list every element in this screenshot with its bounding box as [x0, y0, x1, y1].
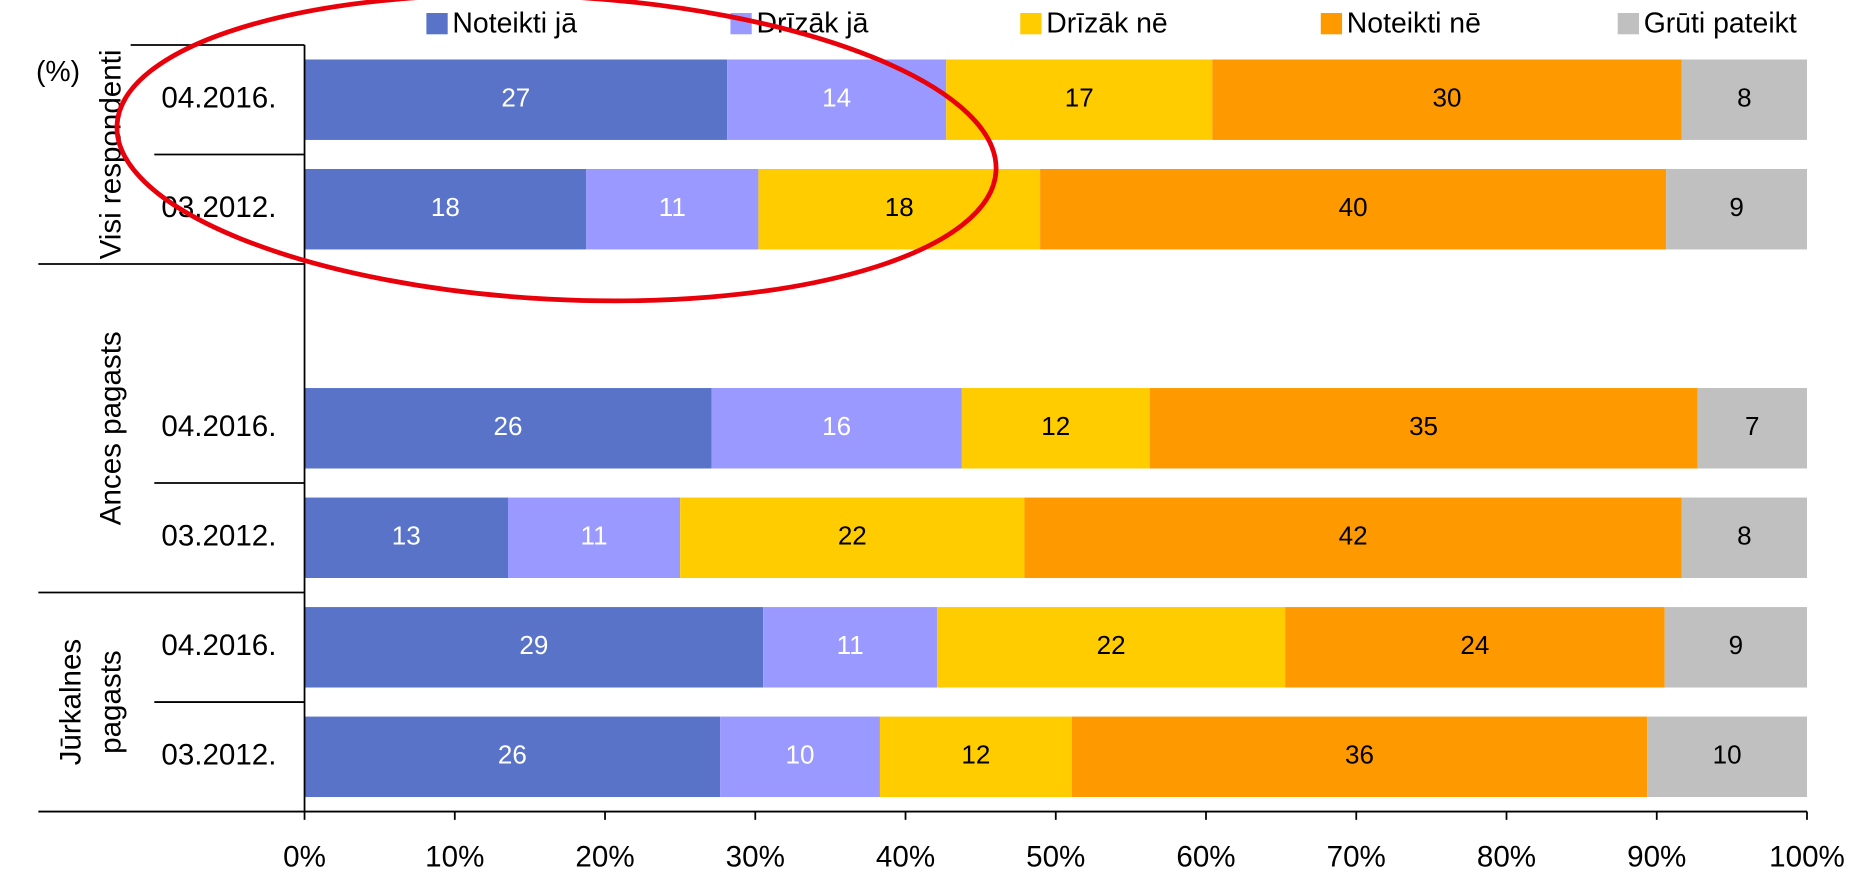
data-label: 12 [961, 740, 990, 770]
x-tick-label: 60% [1176, 841, 1235, 874]
category-label: 04.2016. [161, 629, 276, 662]
bar-segment [1149, 388, 1698, 469]
legend-label: Drīzāk nē [1046, 7, 1167, 39]
x-tick-label: 30% [726, 841, 785, 874]
bar-segment [1285, 607, 1665, 688]
data-label: 14 [822, 83, 851, 113]
data-label: 16 [822, 411, 851, 441]
bar-segment [586, 169, 759, 250]
data-label: 13 [392, 521, 421, 551]
x-tick-label: 20% [575, 841, 634, 874]
group-label: Ances pagasts [95, 331, 128, 525]
data-label: 18 [431, 192, 460, 222]
x-tick-label: 50% [1026, 841, 1085, 874]
x-tick-label: 70% [1327, 841, 1386, 874]
bar-segment [946, 59, 1213, 140]
bar-segment [1666, 169, 1807, 250]
group-label: Jūrkalnes [54, 639, 87, 766]
annotation-ellipse [114, 0, 999, 304]
data-label: 36 [1345, 740, 1374, 770]
bar-segment [304, 59, 728, 140]
bar-segment [961, 388, 1150, 469]
data-label: 7 [1745, 411, 1759, 441]
data-label: 40 [1339, 192, 1368, 222]
category-label: 03.2012. [161, 739, 276, 772]
bar-segment [507, 497, 681, 579]
data-label: 10 [1713, 740, 1742, 770]
unit-label: (%) [36, 56, 80, 88]
data-label: 12 [1041, 411, 1070, 441]
x-tick-label: 10% [425, 841, 484, 874]
bar-segment [680, 497, 1025, 579]
data-label: 18 [885, 192, 914, 222]
data-label: 10 [786, 740, 815, 770]
data-label: 9 [1729, 630, 1743, 660]
data-label: 17 [1065, 83, 1094, 113]
x-tick-label: 90% [1627, 841, 1686, 874]
data-label: 27 [501, 83, 530, 113]
bar-segment [1071, 716, 1648, 798]
bar-segment [304, 497, 508, 579]
data-label: 22 [838, 521, 867, 551]
data-label: 11 [581, 521, 608, 551]
data-label: 8 [1737, 521, 1751, 551]
bar-segment [879, 716, 1072, 798]
data-label: 11 [659, 192, 686, 222]
data-label: 11 [837, 630, 864, 660]
data-label: 30 [1433, 83, 1462, 113]
bar-segment [1664, 607, 1807, 688]
category-label: 04.2016. [161, 82, 276, 115]
data-label: 8 [1737, 83, 1751, 113]
data-label: 35 [1409, 411, 1438, 441]
legend-label: Noteikti nē [1347, 7, 1481, 39]
bar-segment [763, 607, 938, 688]
x-tick-label: 0% [283, 841, 326, 874]
data-label: 9 [1729, 192, 1743, 222]
bar-segment [1681, 497, 1807, 579]
bar-segment [304, 607, 764, 688]
category-label: 04.2016. [161, 410, 276, 443]
bar-segment [304, 716, 721, 798]
data-label: 24 [1460, 630, 1489, 660]
bar-segment [937, 607, 1286, 688]
bar-segment [1647, 716, 1807, 798]
bar-segment [1681, 59, 1807, 140]
bar-segment [711, 388, 962, 469]
x-tick-label: 100% [1769, 841, 1845, 874]
data-label: 22 [1097, 630, 1126, 660]
data-label: 26 [494, 411, 523, 441]
bar-segment [1024, 497, 1682, 579]
x-tick-label: 40% [876, 841, 935, 874]
bar-segment [304, 388, 712, 469]
bar-segment [304, 169, 587, 250]
data-label: 26 [498, 740, 527, 770]
bar-segment [1040, 169, 1667, 250]
data-label: 29 [519, 630, 548, 660]
data-label: 42 [1339, 521, 1368, 551]
legend-swatch [1020, 13, 1042, 35]
category-label: 03.2012. [161, 520, 276, 553]
bar-segment [1212, 59, 1682, 140]
x-tick-label: 80% [1477, 841, 1536, 874]
legend-label: Noteikti jā [452, 7, 577, 39]
legend-swatch [1320, 13, 1343, 35]
legend-swatch [426, 13, 448, 35]
legend-swatch [1617, 13, 1640, 35]
bar-segment [1697, 388, 1807, 469]
group-label: pagasts [95, 650, 128, 754]
bar-segment [720, 716, 880, 798]
legend-label: Grūti pateikt [1644, 7, 1797, 39]
